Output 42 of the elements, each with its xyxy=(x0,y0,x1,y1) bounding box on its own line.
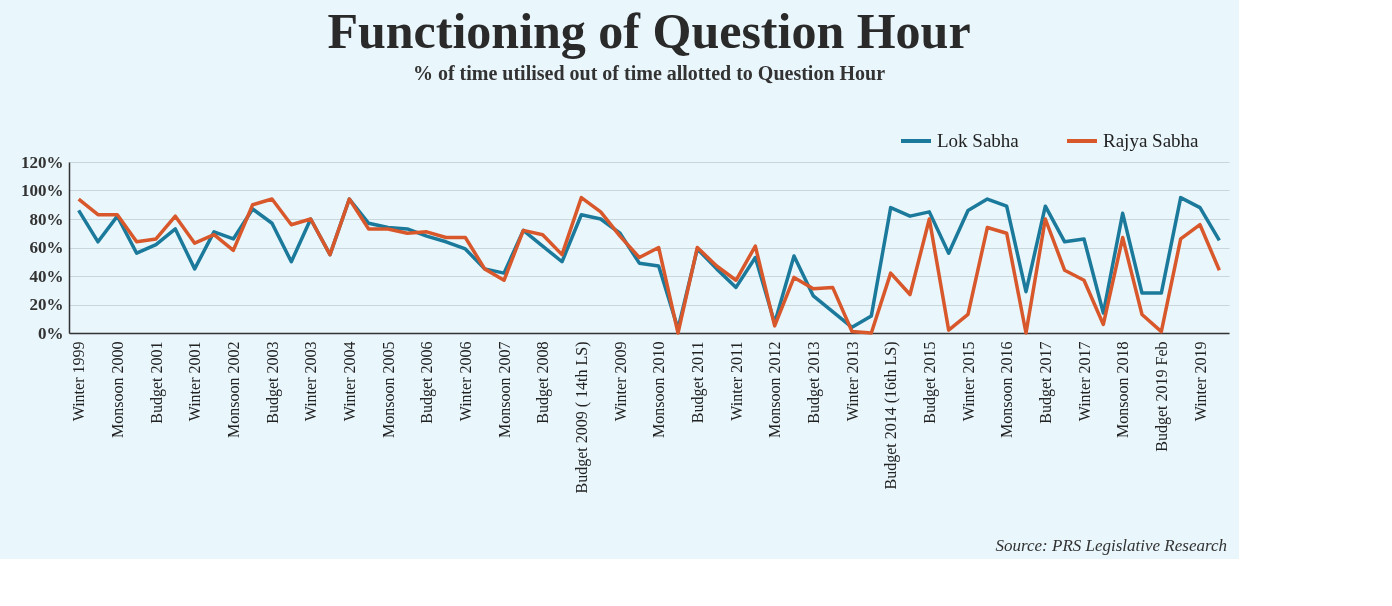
x-tick-label: Monsoon 2016 xyxy=(998,341,1016,438)
x-tick-label: Winter 2011 xyxy=(727,341,745,421)
x-tick-label: Budget 2017 xyxy=(1036,341,1055,424)
x-tick-label: Winter 1999 xyxy=(70,341,88,422)
x-tick-label: Monsoon 2018 xyxy=(1114,341,1132,438)
y-tick-label: 80% xyxy=(29,209,64,229)
x-tick-label: Monsoon 2007 xyxy=(495,341,513,438)
x-tick-label: Monsoon 2012 xyxy=(766,341,784,438)
y-tick-label: 40% xyxy=(29,266,64,286)
x-tick-label: Budget 2008 xyxy=(534,341,553,424)
legend-label: Rajya Sabha xyxy=(1103,130,1200,151)
x-tick-label: Winter 2001 xyxy=(186,341,204,422)
x-tick-label: Monsoon 2002 xyxy=(224,341,242,438)
x-tick-label: Monsoon 2010 xyxy=(650,341,668,438)
x-tick-label: Budget 2014 (16th LS) xyxy=(882,341,901,490)
x-tick-label: Winter 2006 xyxy=(456,341,474,422)
x-tick-label: Winter 2003 xyxy=(302,341,320,422)
x-tick-label: Budget 2019 Feb xyxy=(1152,341,1171,452)
x-tick-label: Budget 2003 xyxy=(263,341,282,424)
x-tick-label: Budget 2015 xyxy=(920,341,939,424)
x-tick-label: Winter 2015 xyxy=(959,341,977,422)
x-tick-label: Budget 2001 xyxy=(147,341,166,424)
y-tick-label: 20% xyxy=(29,295,64,314)
y-tick-label: 0% xyxy=(38,323,64,343)
y-tick-label: 60% xyxy=(29,238,64,257)
x-tick-label: Budget 2013 xyxy=(804,341,823,424)
source-note: Source: PRS Legislative Research xyxy=(995,536,1227,555)
y-tick-label: 100% xyxy=(21,181,64,200)
x-tick-label: Winter 2009 xyxy=(611,341,629,422)
x-tick-label: Monsoon 2000 xyxy=(108,341,126,438)
x-tick-label: Winter 2004 xyxy=(340,341,358,422)
x-tick-label: Winter 2019 xyxy=(1191,341,1209,422)
x-tick-label: Winter 2013 xyxy=(843,341,861,422)
x-tick-label: Budget 2011 xyxy=(688,341,707,424)
x-tick-label: Budget 2009 ( 14th LS) xyxy=(572,341,591,494)
x-tick-label: Budget 2006 xyxy=(418,341,437,424)
y-tick-label: 120% xyxy=(21,152,64,172)
chart-title: Functioning of Question Hour xyxy=(327,3,971,59)
x-tick-label: Winter 2017 xyxy=(1075,341,1093,422)
chart-subtitle: % of time utilised out of time allotted to Question Hour xyxy=(412,62,886,84)
x-tick-label: Monsoon 2005 xyxy=(379,341,397,438)
legend-label: Lok Sabha xyxy=(937,130,1020,151)
